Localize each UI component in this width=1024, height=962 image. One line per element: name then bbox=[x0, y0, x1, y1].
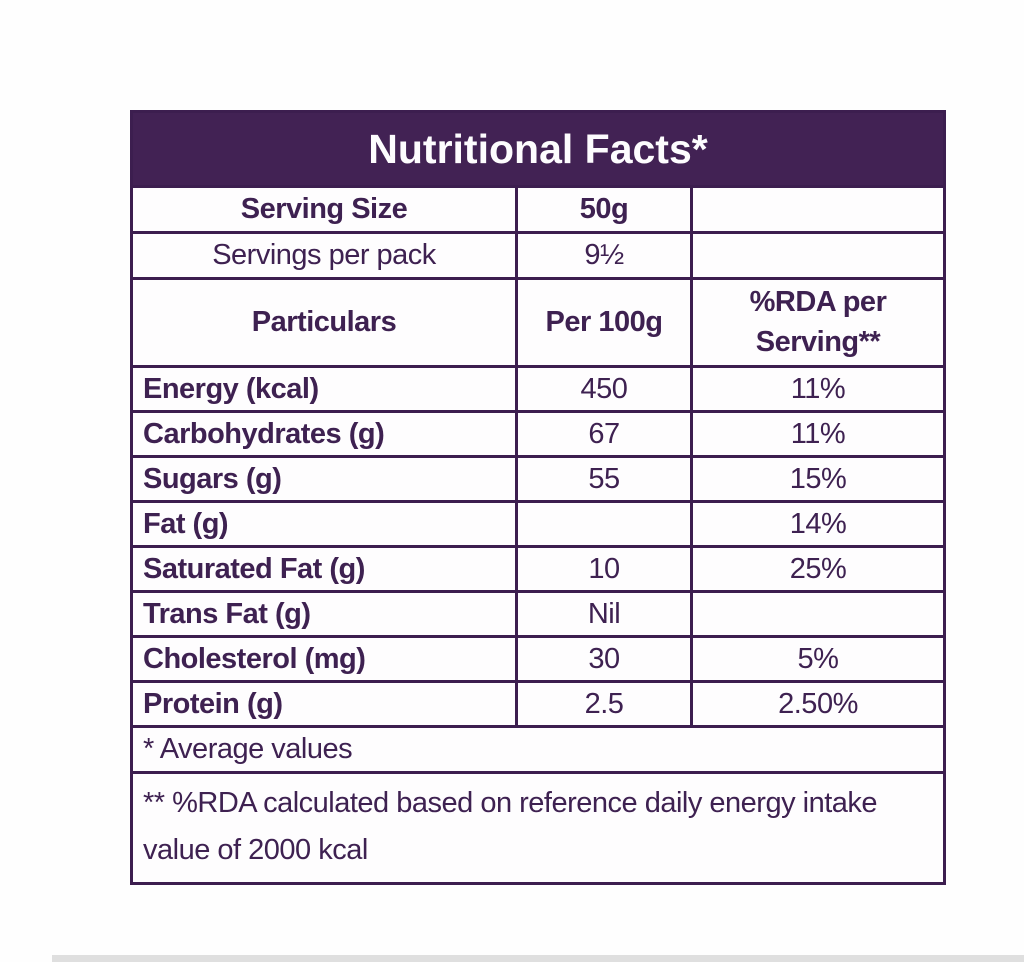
nutrient-rda: 2.50% bbox=[690, 680, 946, 728]
column-header-per100g: Per 100g bbox=[515, 277, 693, 368]
nutrient-name: Protein (g) bbox=[130, 680, 518, 728]
nutrient-per100g: 67 bbox=[515, 410, 693, 458]
nutrient-name: Sugars (g) bbox=[130, 455, 518, 503]
nutrient-per100g: Nil bbox=[515, 590, 693, 638]
serving-size-value: 50g bbox=[515, 185, 693, 234]
nutrient-rda: 14% bbox=[690, 500, 946, 548]
table-row-energy: Energy (kcal) 450 11% bbox=[130, 365, 946, 413]
empty-cell bbox=[690, 185, 946, 234]
column-header-row: Particulars Per 100g %RDA per Serving** bbox=[130, 277, 946, 368]
nutrient-rda bbox=[690, 590, 946, 638]
column-header-rda: %RDA per Serving** bbox=[690, 277, 946, 368]
table-row-trans-fat: Trans Fat (g) Nil bbox=[130, 590, 946, 638]
nutrient-name: Carbohydrates (g) bbox=[130, 410, 518, 458]
bottom-edge-strip bbox=[52, 955, 1024, 962]
servings-per-pack-label: Servings per pack bbox=[130, 231, 518, 280]
table-row-saturated-fat: Saturated Fat (g) 10 25% bbox=[130, 545, 946, 593]
table-title: Nutritional Facts* bbox=[130, 110, 946, 188]
table-row-cholesterol: Cholesterol (mg) 30 5% bbox=[130, 635, 946, 683]
serving-size-row: Serving Size 50g bbox=[130, 185, 946, 234]
nutrient-name: Cholesterol (mg) bbox=[130, 635, 518, 683]
table-row-protein: Protein (g) 2.5 2.50% bbox=[130, 680, 946, 728]
nutrient-name: Saturated Fat (g) bbox=[130, 545, 518, 593]
column-header-particulars: Particulars bbox=[130, 277, 518, 368]
nutrient-rda: 15% bbox=[690, 455, 946, 503]
nutrient-per100g: 450 bbox=[515, 365, 693, 413]
nutrient-name: Fat (g) bbox=[130, 500, 518, 548]
servings-per-pack-value: 9½ bbox=[515, 231, 693, 280]
footnote-average-values-row: * Average values bbox=[130, 725, 946, 774]
nutrient-per100g bbox=[515, 500, 693, 548]
nutrient-rda: 11% bbox=[690, 410, 946, 458]
footnote-rda: ** %RDA calculated based on reference da… bbox=[130, 771, 946, 885]
table-row-sugars: Sugars (g) 55 15% bbox=[130, 455, 946, 503]
footnote-rda-row: ** %RDA calculated based on reference da… bbox=[130, 771, 946, 885]
nutrient-per100g: 2.5 bbox=[515, 680, 693, 728]
nutrient-rda: 25% bbox=[690, 545, 946, 593]
nutrition-facts-table: Nutritional Facts* Serving Size 50g Serv… bbox=[130, 110, 946, 885]
servings-per-pack-row: Servings per pack 9½ bbox=[130, 231, 946, 280]
nutrition-label: Nutritional Facts* Serving Size 50g Serv… bbox=[130, 110, 946, 885]
nutrient-rda: 11% bbox=[690, 365, 946, 413]
table-row-fat: Fat (g) 14% bbox=[130, 500, 946, 548]
footnote-average-values: * Average values bbox=[130, 725, 946, 774]
table-row-carbohydrates: Carbohydrates (g) 67 11% bbox=[130, 410, 946, 458]
serving-size-label: Serving Size bbox=[130, 185, 518, 234]
nutrient-per100g: 55 bbox=[515, 455, 693, 503]
nutrient-name: Energy (kcal) bbox=[130, 365, 518, 413]
nutrient-name: Trans Fat (g) bbox=[130, 590, 518, 638]
nutrient-per100g: 10 bbox=[515, 545, 693, 593]
empty-cell bbox=[690, 231, 946, 280]
title-row: Nutritional Facts* bbox=[130, 110, 946, 188]
nutrient-per100g: 30 bbox=[515, 635, 693, 683]
nutrient-rda: 5% bbox=[690, 635, 946, 683]
